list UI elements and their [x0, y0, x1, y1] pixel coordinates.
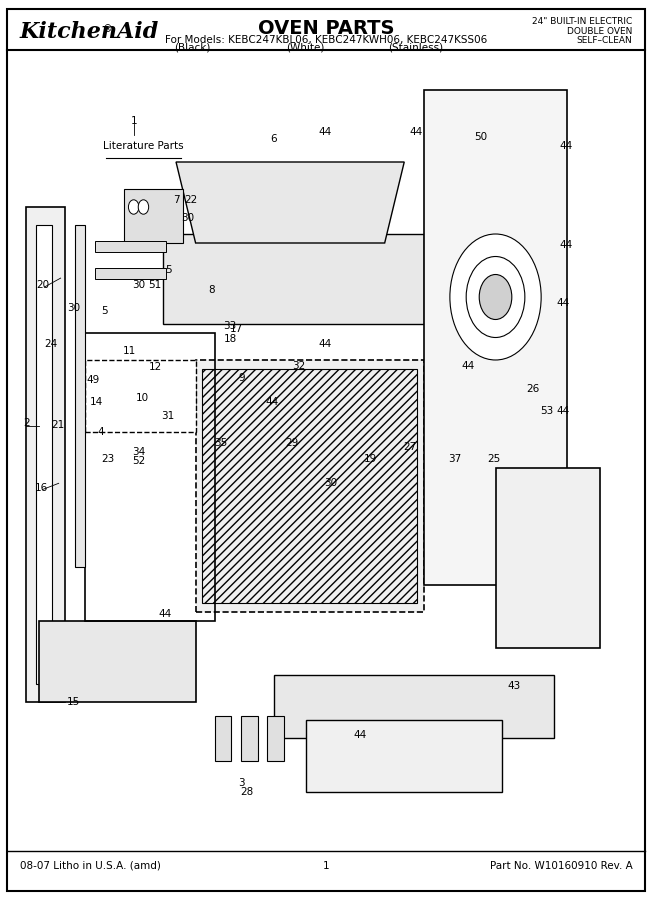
Text: 26: 26 [527, 383, 540, 394]
Text: 14: 14 [90, 397, 103, 408]
Text: 32: 32 [292, 361, 305, 372]
Text: Literature Parts: Literature Parts [103, 140, 184, 151]
Text: For Models: KEBC247KBL06, KEBC247KWH06, KEBC247KSS06: For Models: KEBC247KBL06, KEBC247KWH06, … [165, 34, 487, 45]
Text: KitchenAid: KitchenAid [20, 21, 159, 42]
Bar [85, 360, 196, 432]
Polygon shape [176, 162, 404, 243]
Bar [496, 468, 600, 648]
Text: 10: 10 [136, 392, 149, 403]
Text: 25: 25 [488, 454, 501, 464]
Text: 08-07 Litho in U.S.A. (amd): 08-07 Litho in U.S.A. (amd) [20, 860, 160, 871]
Bar [424, 90, 567, 585]
Text: 12: 12 [149, 362, 162, 373]
Bar [306, 720, 502, 792]
Text: 7: 7 [173, 194, 179, 205]
Text: 44: 44 [559, 239, 572, 250]
Text: 3: 3 [238, 778, 244, 788]
Text: 5: 5 [101, 305, 108, 316]
Text: 44: 44 [318, 127, 331, 138]
Bar [215, 716, 231, 760]
Text: 43: 43 [507, 680, 520, 691]
Text: 44: 44 [266, 397, 279, 408]
Text: 34: 34 [132, 446, 145, 457]
Text: (Black): (Black) [174, 42, 211, 53]
Text: 29: 29 [286, 437, 299, 448]
Text: 35: 35 [214, 437, 227, 448]
Bar [95, 268, 166, 279]
Text: 4: 4 [98, 427, 104, 437]
Text: 1: 1 [323, 860, 329, 871]
Bar [85, 333, 215, 621]
Text: 28: 28 [240, 787, 253, 797]
Text: 16: 16 [35, 482, 48, 493]
Text: 23: 23 [102, 454, 115, 464]
Text: 44: 44 [318, 338, 331, 349]
Bar [241, 716, 258, 760]
Text: 49: 49 [87, 374, 100, 385]
Text: DOUBLE OVEN: DOUBLE OVEN [567, 27, 632, 36]
Text: 1: 1 [130, 116, 137, 127]
Text: 8: 8 [209, 284, 215, 295]
Circle shape [128, 200, 139, 214]
Text: 30: 30 [181, 212, 194, 223]
Text: 53: 53 [540, 406, 553, 417]
Bar [36, 225, 52, 684]
Text: SELF–CLEAN: SELF–CLEAN [576, 36, 632, 45]
Text: 30: 30 [67, 302, 80, 313]
Polygon shape [274, 675, 554, 738]
Bar [26, 207, 65, 702]
Circle shape [466, 256, 525, 338]
Text: 21: 21 [51, 419, 64, 430]
Text: (Stainless): (Stainless) [389, 42, 443, 53]
Bar [95, 241, 166, 252]
Text: 2: 2 [23, 418, 29, 428]
Text: 50: 50 [475, 131, 488, 142]
Text: 44: 44 [559, 140, 572, 151]
Bar [196, 360, 424, 612]
Bar [75, 225, 85, 567]
Text: 44: 44 [409, 127, 422, 138]
Text: 33: 33 [224, 320, 237, 331]
Bar [124, 189, 183, 243]
Text: 5: 5 [165, 265, 171, 275]
Text: 31: 31 [162, 410, 175, 421]
Text: 19: 19 [364, 454, 377, 464]
Text: 51: 51 [149, 280, 162, 291]
Text: 30: 30 [325, 478, 338, 489]
Text: 22: 22 [185, 194, 198, 205]
Text: 9: 9 [238, 373, 244, 383]
Bar [267, 716, 284, 760]
Text: 52: 52 [132, 455, 145, 466]
Text: ®: ® [102, 23, 112, 34]
Text: 44: 44 [158, 608, 171, 619]
Text: (White): (White) [286, 42, 324, 53]
Text: Part No. W10160910 Rev. A: Part No. W10160910 Rev. A [490, 860, 632, 871]
Circle shape [138, 200, 149, 214]
Text: 15: 15 [67, 697, 80, 707]
Text: 44: 44 [556, 406, 569, 417]
Bar [39, 621, 196, 702]
Text: OVEN PARTS: OVEN PARTS [258, 19, 394, 39]
Text: 17: 17 [230, 323, 243, 334]
Text: 6: 6 [271, 134, 277, 145]
Text: 24: 24 [44, 338, 57, 349]
Text: 37: 37 [449, 454, 462, 464]
Text: 44: 44 [354, 730, 367, 741]
Text: 11: 11 [123, 346, 136, 356]
Text: 18: 18 [224, 334, 237, 345]
Text: 20: 20 [37, 280, 50, 291]
Text: 27: 27 [403, 442, 416, 453]
Text: 44: 44 [462, 361, 475, 372]
Bar [202, 369, 417, 603]
Circle shape [450, 234, 541, 360]
Text: 44: 44 [556, 298, 569, 309]
Circle shape [479, 274, 512, 320]
Polygon shape [163, 234, 424, 324]
Text: 24" BUILT-IN ELECTRIC: 24" BUILT-IN ELECTRIC [532, 17, 632, 26]
Text: 30: 30 [132, 280, 145, 291]
